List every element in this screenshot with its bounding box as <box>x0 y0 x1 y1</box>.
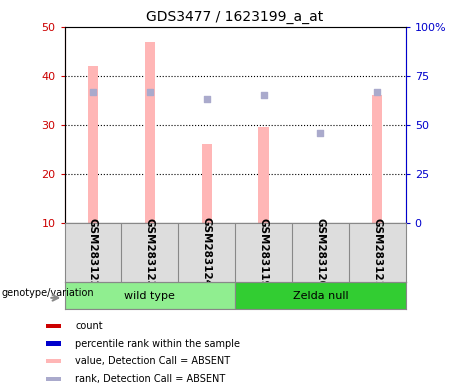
Point <box>260 92 267 98</box>
Text: value, Detection Call = ABSENT: value, Detection Call = ABSENT <box>75 356 230 366</box>
Bar <box>88 66 98 223</box>
Text: genotype/variation: genotype/variation <box>2 288 95 298</box>
Bar <box>201 144 212 223</box>
Text: count: count <box>75 321 103 331</box>
Text: GSM283119: GSM283119 <box>259 218 269 287</box>
Point <box>373 88 381 94</box>
Bar <box>46 377 61 381</box>
Bar <box>235 282 406 309</box>
Text: wild type: wild type <box>124 291 175 301</box>
Text: GSM283120: GSM283120 <box>315 218 325 287</box>
Text: rank, Detection Call = ABSENT: rank, Detection Call = ABSENT <box>75 374 225 384</box>
Text: GSM283124: GSM283124 <box>201 217 212 288</box>
Text: GSM283122: GSM283122 <box>88 218 98 287</box>
Text: Zelda null: Zelda null <box>293 291 348 301</box>
Text: percentile rank within the sample: percentile rank within the sample <box>75 339 240 349</box>
Point <box>317 129 324 136</box>
Point <box>203 96 210 103</box>
Text: GSM283123: GSM283123 <box>145 218 155 287</box>
Bar <box>46 324 61 328</box>
Bar <box>145 41 155 223</box>
Bar <box>46 341 61 346</box>
Title: GDS3477 / 1623199_a_at: GDS3477 / 1623199_a_at <box>147 10 324 25</box>
Point <box>89 88 97 94</box>
Bar <box>259 127 269 223</box>
Bar <box>372 95 382 223</box>
Point <box>146 88 154 94</box>
Bar <box>65 282 235 309</box>
Bar <box>46 359 61 363</box>
Text: GSM283121: GSM283121 <box>372 218 382 287</box>
